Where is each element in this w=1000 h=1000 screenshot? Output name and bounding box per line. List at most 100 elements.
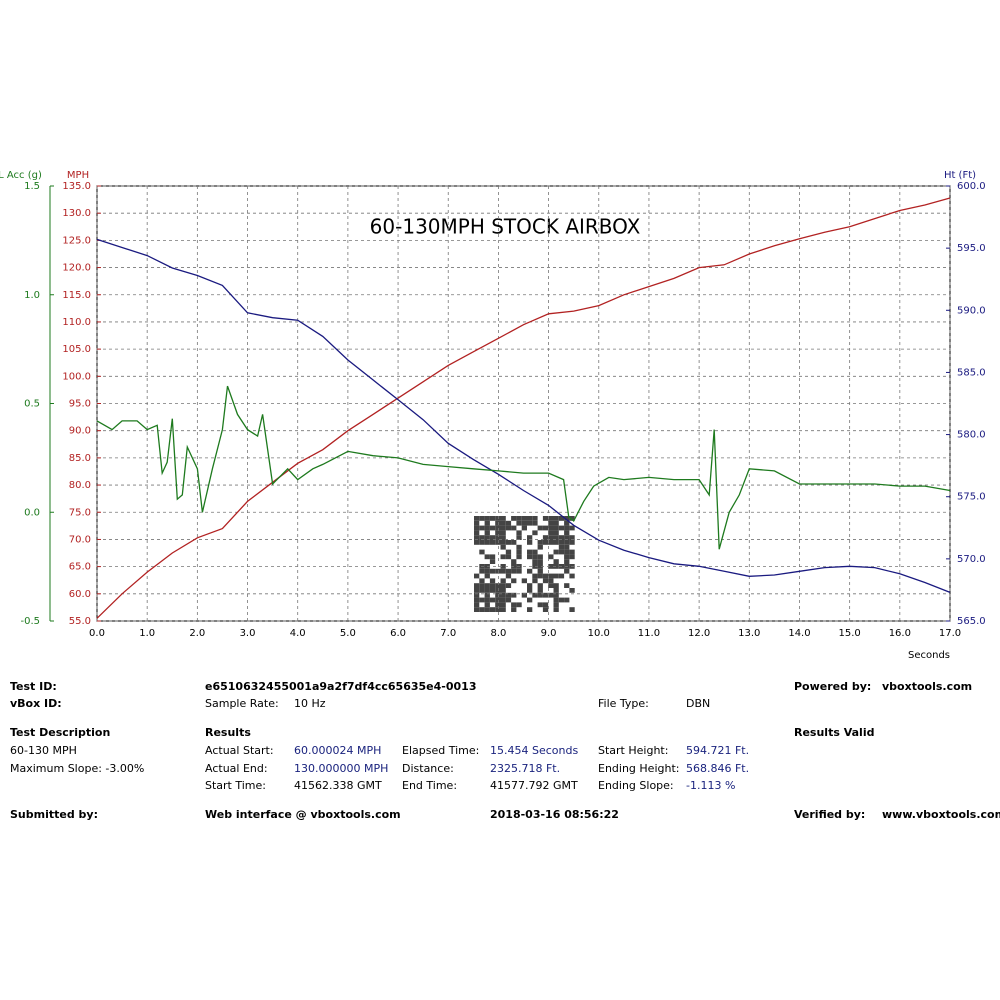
qr-cell [569, 573, 575, 579]
label: Elapsed Time: [402, 744, 479, 757]
qr-cell [516, 602, 522, 608]
label: Results [205, 726, 251, 739]
qr-cell [553, 525, 559, 531]
qr-cell [553, 607, 559, 612]
qr-cell [553, 583, 559, 588]
qr-cell [495, 525, 501, 531]
qr-cell [500, 554, 506, 560]
qr-cell [495, 588, 501, 593]
results-panel: Test ID: e6510632455001a9a2f7df4cc65635e… [10, 680, 1000, 821]
qr-cell [569, 549, 575, 555]
tick-label: 595.0 [957, 243, 986, 254]
qr-cell [516, 554, 522, 560]
series-line [96, 238, 951, 594]
qr-cell [532, 554, 538, 560]
x-tick-label: 9.0 [541, 628, 557, 639]
qr-cell [564, 525, 570, 531]
x-tick-label: 11.0 [638, 628, 660, 639]
qr-cell [537, 602, 543, 608]
qr-cell [474, 573, 480, 579]
x-tick-label: 13.0 [738, 628, 760, 639]
qr-cell [479, 525, 485, 531]
qr-cell [527, 554, 533, 560]
label: Start Time: [205, 779, 266, 792]
qr-cell [532, 530, 538, 536]
y-axis-title: MPH [67, 170, 89, 181]
qr-cell [516, 549, 522, 555]
qr-cell [532, 516, 538, 521]
label: End Time: [402, 779, 457, 792]
qr-cell [532, 520, 538, 526]
tick-label: 80.0 [69, 480, 91, 491]
qr-cell [479, 549, 485, 555]
tick-label: 75.0 [69, 507, 91, 518]
tick-label: 55.0 [69, 616, 91, 627]
qr-cell [537, 525, 543, 531]
tick-label: 90.0 [69, 426, 91, 437]
qr-cell [553, 564, 559, 569]
value: 60.000024 MPH [294, 744, 381, 757]
x-tick-label: 3.0 [240, 628, 256, 639]
qr-cell [548, 592, 554, 598]
qr-cell [474, 583, 480, 588]
qr-cell [511, 559, 517, 564]
qr-cell [500, 544, 506, 550]
qr-cell [553, 516, 559, 521]
x-tick-label: 0.0 [89, 628, 105, 639]
qr-cell [537, 540, 543, 545]
qr-cell [495, 592, 501, 598]
qr-cell [479, 588, 485, 593]
tick-label: 120.0 [62, 263, 91, 274]
qr-cell [484, 535, 490, 540]
qr-cell [537, 568, 543, 574]
qr-cell [489, 578, 496, 584]
qr-cell [484, 516, 490, 521]
qr-cell [542, 535, 549, 540]
qr-cell [474, 525, 480, 531]
qr-cell [548, 520, 554, 526]
tick-label: 70.0 [69, 534, 91, 545]
qr-cell [484, 525, 490, 531]
qr-cell [511, 607, 517, 612]
qr-cell [511, 568, 517, 574]
label: Test Description [10, 726, 110, 739]
qr-cell [564, 520, 570, 526]
qr-cell [505, 520, 512, 526]
qr-cell [500, 597, 506, 603]
qr-cell [495, 607, 501, 612]
qr-cell [558, 549, 565, 555]
qr-cell [516, 516, 522, 521]
qr-cell [527, 535, 533, 540]
tick-label: 570.0 [957, 554, 986, 565]
qr-cell [553, 530, 559, 536]
x-tick-label: 4.0 [290, 628, 306, 639]
qr-cell [521, 516, 527, 521]
qr-cell [527, 568, 533, 574]
qr-cell [500, 578, 506, 584]
qr-cell [569, 588, 575, 593]
qr-cell [548, 525, 554, 531]
qr-cell [484, 530, 490, 536]
qr-cell [505, 583, 512, 588]
qr-cell [500, 564, 506, 569]
value: 41562.338 GMT [294, 779, 382, 792]
tick-label: 1.5 [24, 181, 40, 192]
qr-cell [511, 540, 517, 545]
label: Actual Start: [205, 744, 274, 757]
qr-cell [564, 516, 570, 521]
qr-cell [516, 535, 522, 540]
label: Ending Slope: [598, 779, 674, 792]
value: DBN [686, 697, 710, 710]
qr-cell [489, 525, 496, 531]
tick-label: 565.0 [957, 616, 986, 627]
qr-cell [542, 516, 549, 521]
tick-label: 130.0 [62, 208, 91, 219]
label: Verified by: [794, 808, 865, 821]
tick-label: 110.0 [62, 317, 91, 328]
tick-label: 85.0 [69, 453, 91, 464]
tick-label: 65.0 [69, 562, 91, 573]
series-line [96, 197, 951, 619]
chart-title: 60-130MPH STOCK AIRBOX [370, 215, 641, 239]
qr-cell [564, 568, 570, 574]
qr-cell [553, 602, 559, 608]
